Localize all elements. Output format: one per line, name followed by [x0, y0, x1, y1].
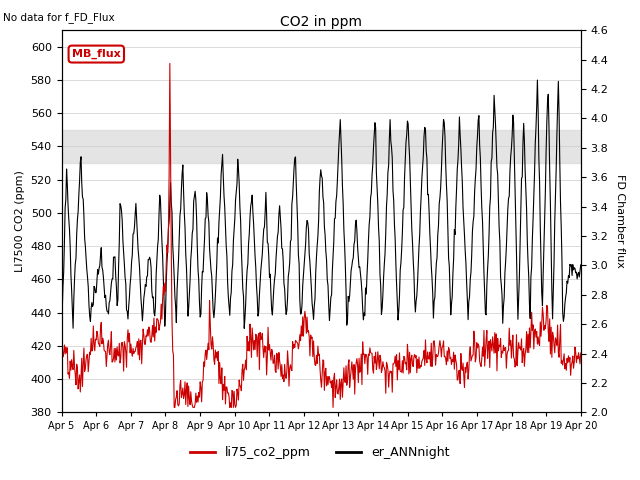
Text: MB_flux: MB_flux	[72, 49, 121, 59]
Bar	[61, 130, 580, 163]
Title: CO2 in ppm: CO2 in ppm	[280, 15, 362, 29]
Text: No data for f_FD_Flux: No data for f_FD_Flux	[3, 12, 115, 23]
Y-axis label: FD Chamber flux: FD Chamber flux	[615, 174, 625, 268]
Legend: li75_co2_ppm, er_ANNnight: li75_co2_ppm, er_ANNnight	[186, 441, 454, 464]
Y-axis label: LI7500 CO2 (ppm): LI7500 CO2 (ppm)	[15, 170, 25, 272]
